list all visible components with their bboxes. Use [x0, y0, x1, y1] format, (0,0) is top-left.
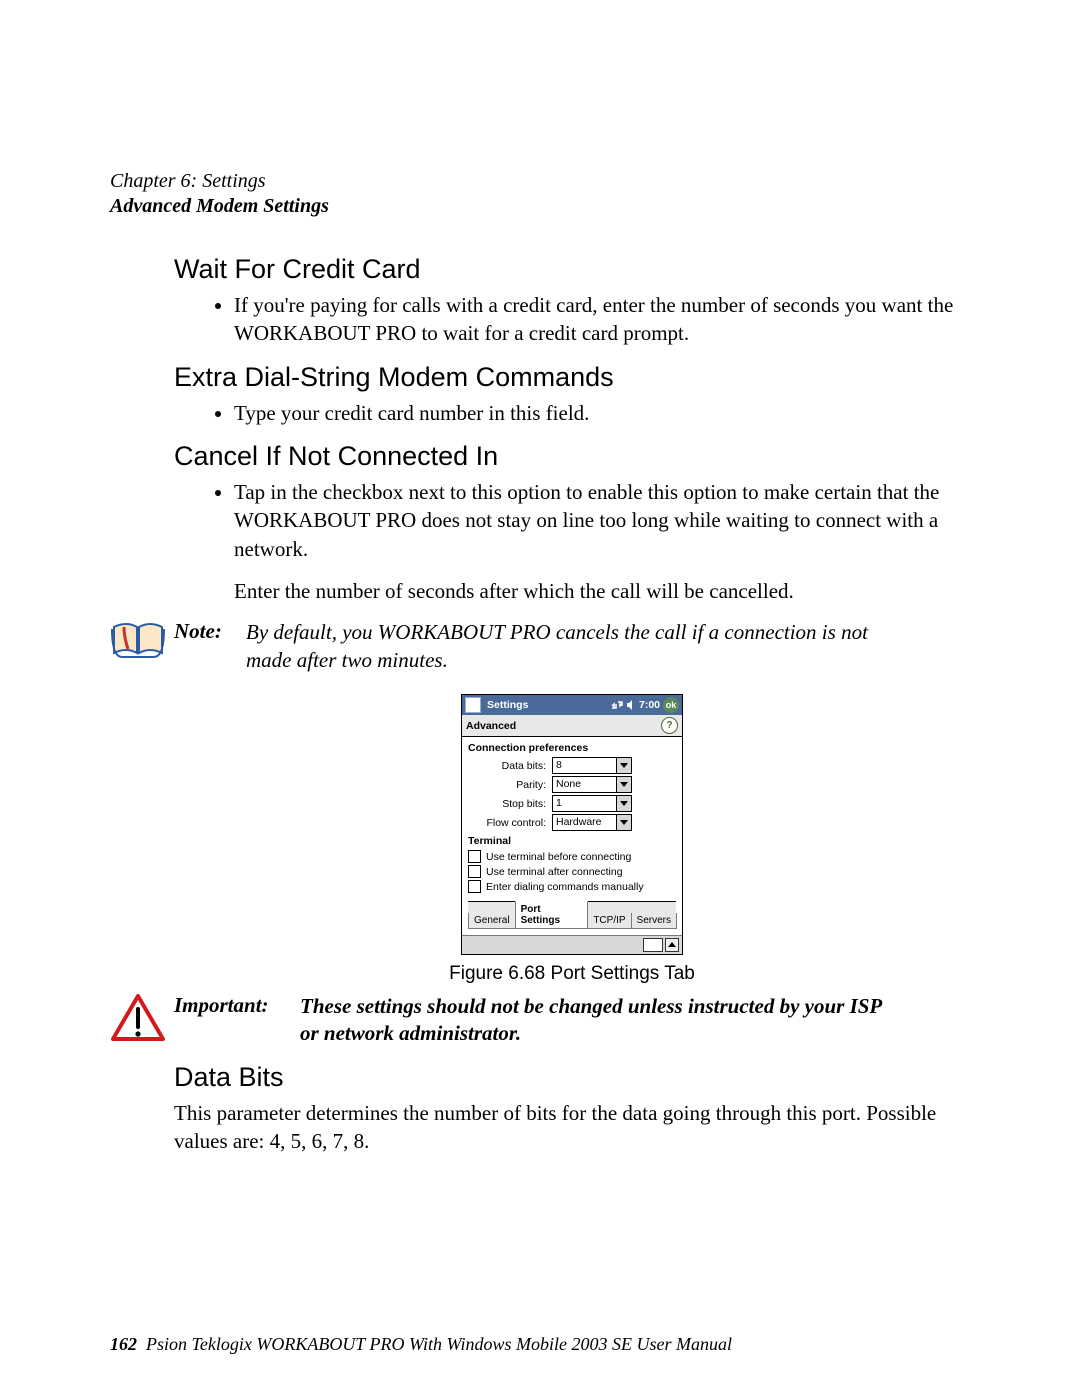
checkbox-label: Enter dialing commands manually: [486, 881, 644, 893]
ok-button[interactable]: ok: [663, 697, 679, 713]
heading-wait-for-credit-card: Wait For Credit Card: [174, 254, 970, 285]
combo-stop-bits[interactable]: 1: [552, 795, 632, 812]
warning-icon: [110, 993, 166, 1048]
tab-tcpip[interactable]: TCP/IP: [587, 913, 631, 929]
bullet-item: Tap in the checkbox next to this option …: [234, 478, 970, 563]
section-line: Advanced Modem Settings: [110, 195, 970, 218]
chapter-line: Chapter 6: Settings: [110, 170, 970, 193]
note-label: Note:: [174, 619, 240, 644]
checkbox-label: Use terminal before connecting: [486, 851, 631, 863]
combo-value: 1: [553, 796, 616, 811]
checkbox-row-terminal-after[interactable]: Use terminal after connecting: [468, 865, 676, 878]
window-title: Settings: [485, 699, 607, 711]
heading-extra-dial-string: Extra Dial-String Modem Commands: [174, 362, 970, 393]
checkbox-label: Use terminal after connecting: [486, 866, 623, 878]
chevron-down-icon[interactable]: [616, 815, 631, 830]
content-area-2: Data Bits This parameter determines the …: [174, 1062, 970, 1156]
group-title-connection: Connection preferences: [468, 742, 676, 754]
label-parity: Parity:: [468, 779, 552, 791]
device-screenshot: Settings 7:00 ok Advanced ? Connection p…: [461, 694, 683, 955]
field-flow-control: Flow control: Hardware: [468, 814, 676, 831]
important-block: Important: These settings should not be …: [110, 993, 970, 1048]
tab-general[interactable]: General: [468, 913, 516, 929]
combo-parity[interactable]: None: [552, 776, 632, 793]
window-titlebar: Settings 7:00 ok: [462, 695, 682, 715]
note-text: By default, you WORKABOUT PRO cancels th…: [246, 619, 886, 674]
figure-block: Settings 7:00 ok Advanced ? Connection p…: [174, 694, 970, 985]
bullet-item: Type your credit card number in this fie…: [234, 399, 970, 427]
volume-icon[interactable]: [626, 699, 636, 711]
content-area: Wait For Credit Card If you're paying fo…: [174, 254, 970, 605]
note-block: Note: By default, you WORKABOUT PRO canc…: [110, 619, 970, 674]
page-number: 162: [110, 1334, 137, 1354]
important-text: These settings should not be changed unl…: [300, 993, 900, 1048]
tab-servers[interactable]: Servers: [631, 913, 677, 929]
footer-text: Psion Teklogix WORKABOUT PRO With Window…: [146, 1334, 732, 1354]
start-icon[interactable]: [465, 697, 481, 713]
heading-cancel-if-not-connected: Cancel If Not Connected In: [174, 441, 970, 472]
chevron-down-icon[interactable]: [616, 777, 631, 792]
input-panel-bar: [462, 935, 682, 954]
screen-title: Advanced: [466, 720, 516, 732]
field-data-bits: Data bits: 8: [468, 757, 676, 774]
label-flow-control: Flow control:: [468, 817, 552, 829]
field-stop-bits: Stop bits: 1: [468, 795, 676, 812]
checkbox[interactable]: [468, 865, 481, 878]
book-icon: [110, 619, 166, 664]
connectivity-icon[interactable]: [611, 699, 623, 711]
chevron-down-icon[interactable]: [616, 796, 631, 811]
page-footer: 162 Psion Teklogix WORKABOUT PRO With Wi…: [110, 1334, 970, 1355]
combo-value: None: [553, 777, 616, 792]
checkbox-row-manual-dialing[interactable]: Enter dialing commands manually: [468, 880, 676, 893]
combo-value: 8: [553, 758, 616, 773]
paragraph: Enter the number of seconds after which …: [234, 577, 970, 605]
sub-titlebar: Advanced ?: [462, 715, 682, 737]
checkbox-row-terminal-before[interactable]: Use terminal before connecting: [468, 850, 676, 863]
combo-data-bits[interactable]: 8: [552, 757, 632, 774]
settings-panel: Connection preferences Data bits: 8 Pari…: [462, 737, 682, 935]
clock-text: 7:00: [639, 699, 660, 711]
chevron-down-icon[interactable]: [616, 758, 631, 773]
label-data-bits: Data bits:: [468, 760, 552, 772]
combo-value: Hardware: [553, 815, 616, 830]
checkbox[interactable]: [468, 880, 481, 893]
checkbox[interactable]: [468, 850, 481, 863]
help-icon[interactable]: ?: [661, 717, 678, 734]
bullet-list: Tap in the checkbox next to this option …: [174, 478, 970, 563]
heading-data-bits: Data Bits: [174, 1062, 970, 1093]
bullet-list: If you're paying for calls with a credit…: [174, 291, 970, 348]
group-title-terminal: Terminal: [468, 835, 676, 847]
tab-port-settings[interactable]: Port Settings: [515, 901, 589, 929]
input-selector-icon[interactable]: [665, 938, 679, 952]
manual-page: Chapter 6: Settings Advanced Modem Setti…: [0, 0, 1080, 1397]
figure-caption: Figure 6.68 Port Settings Tab: [174, 963, 970, 985]
combo-flow-control[interactable]: Hardware: [552, 814, 632, 831]
system-tray: 7:00 ok: [611, 697, 679, 713]
bullet-list: Type your credit card number in this fie…: [174, 399, 970, 427]
bullet-item: If you're paying for calls with a credit…: [234, 291, 970, 348]
label-stop-bits: Stop bits:: [468, 798, 552, 810]
tab-strip: General Port Settings TCP/IP Servers: [468, 901, 676, 929]
paragraph: This parameter determines the number of …: [174, 1099, 970, 1156]
field-parity: Parity: None: [468, 776, 676, 793]
important-label: Important:: [174, 993, 294, 1018]
keyboard-icon[interactable]: [643, 938, 663, 952]
